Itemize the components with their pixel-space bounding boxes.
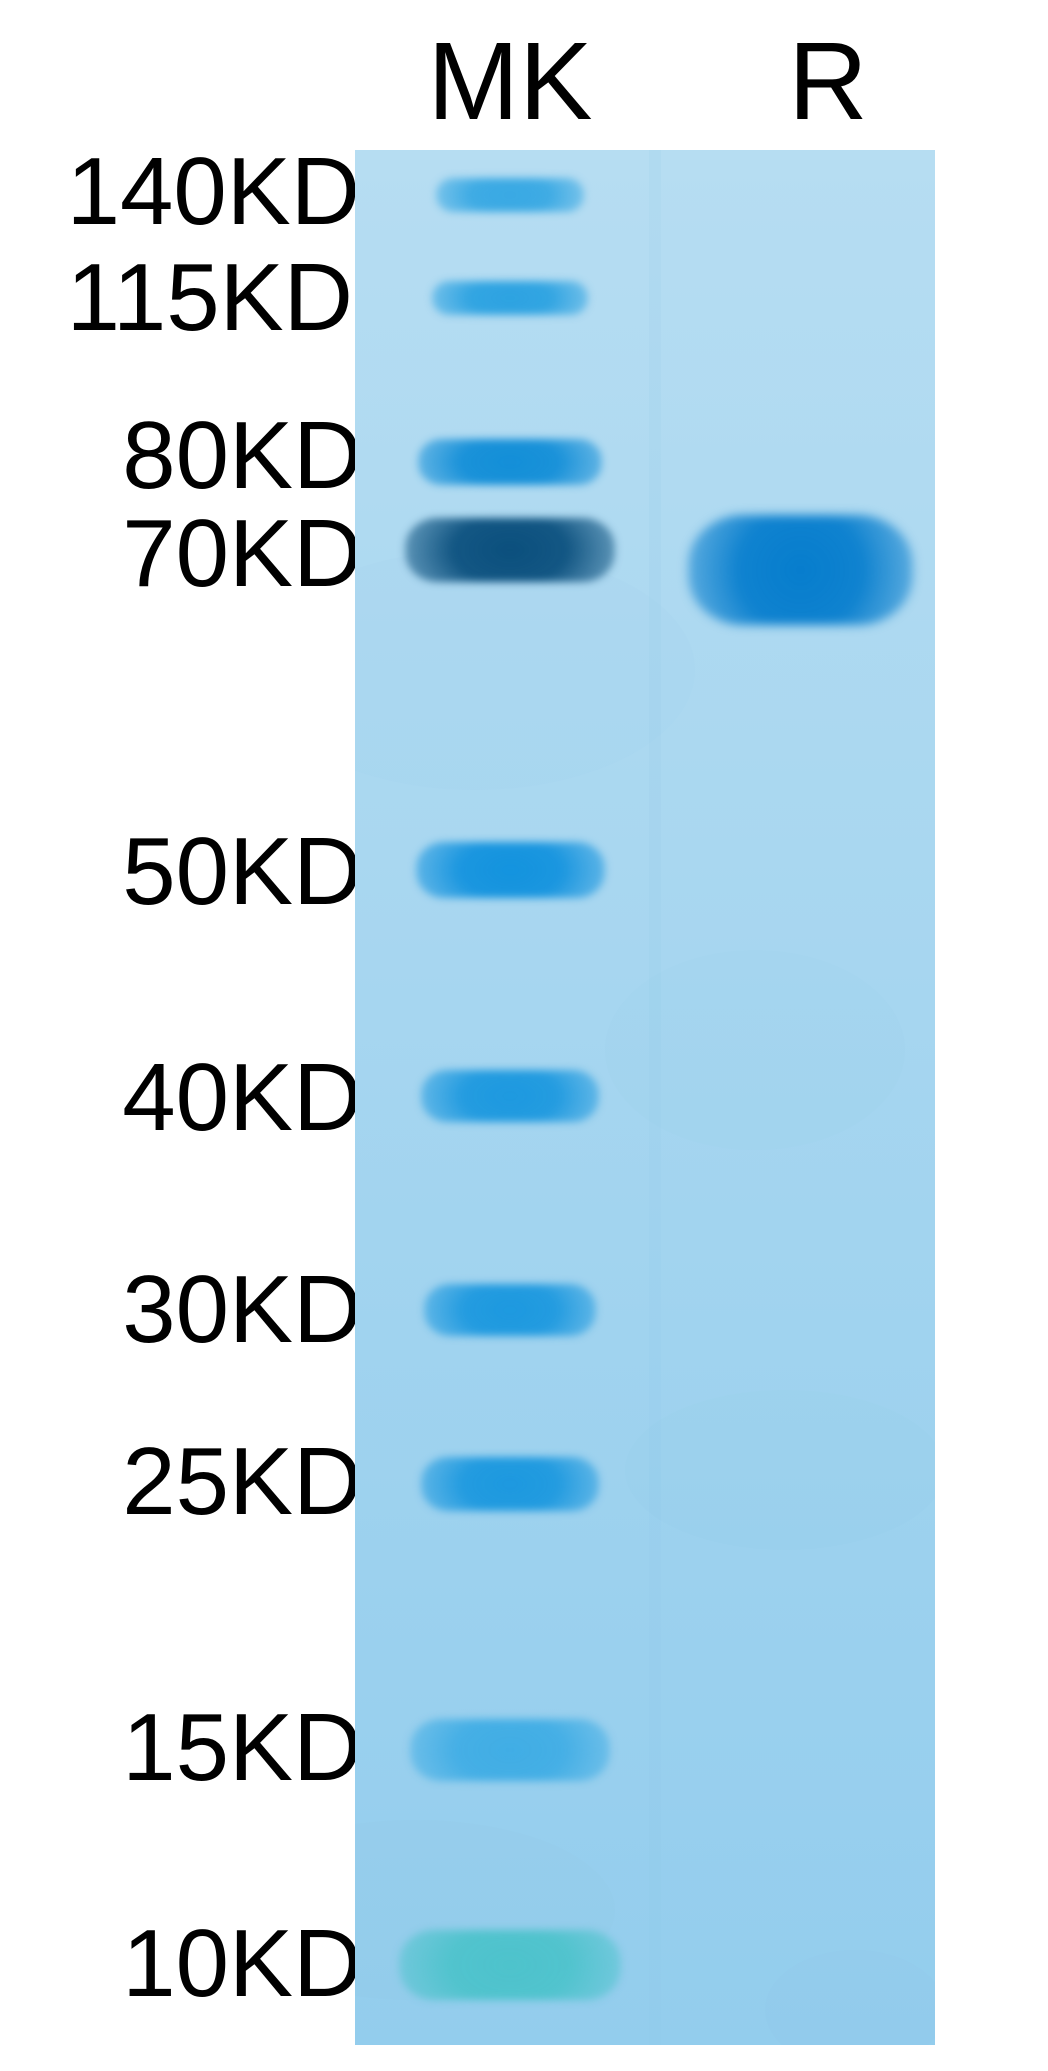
mw-label-70kd: 70KD [122,499,362,609]
lane-header-marker: MK [410,18,610,145]
marker-band-15kd [410,1719,610,1781]
mw-label-15kd: 15KD [122,1693,362,1803]
marker-band-10kd [399,1930,620,2000]
lane-header-sample: R [758,18,898,145]
marker-band-70kd [405,518,616,582]
sample-band-1 [688,515,913,625]
sds-page-gel-figure: MK R 140KD 115KD 80KD 70KD 50KD 40KD 30K… [0,0,1048,2071]
gel-lane-area [355,150,935,2045]
mw-label-25kd: 25KD [122,1427,362,1537]
mw-label-40kd: 40KD [122,1043,362,1153]
mw-label-115kd: 115KD [67,243,353,353]
marker-band-140kd [436,178,585,212]
marker-band-30kd [424,1284,597,1336]
mw-label-80kd: 80KD [122,401,362,511]
marker-band-115kd [432,281,589,315]
mw-label-140kd: 140KD [67,137,361,247]
mw-label-10kd: 10KD [122,1909,362,2019]
marker-band-25kd [421,1457,599,1511]
marker-band-40kd [421,1070,599,1122]
mw-label-50kd: 50KD [122,817,362,927]
marker-band-50kd [416,842,605,898]
mw-label-30kd: 30KD [122,1255,362,1365]
marker-band-80kd [418,439,602,485]
